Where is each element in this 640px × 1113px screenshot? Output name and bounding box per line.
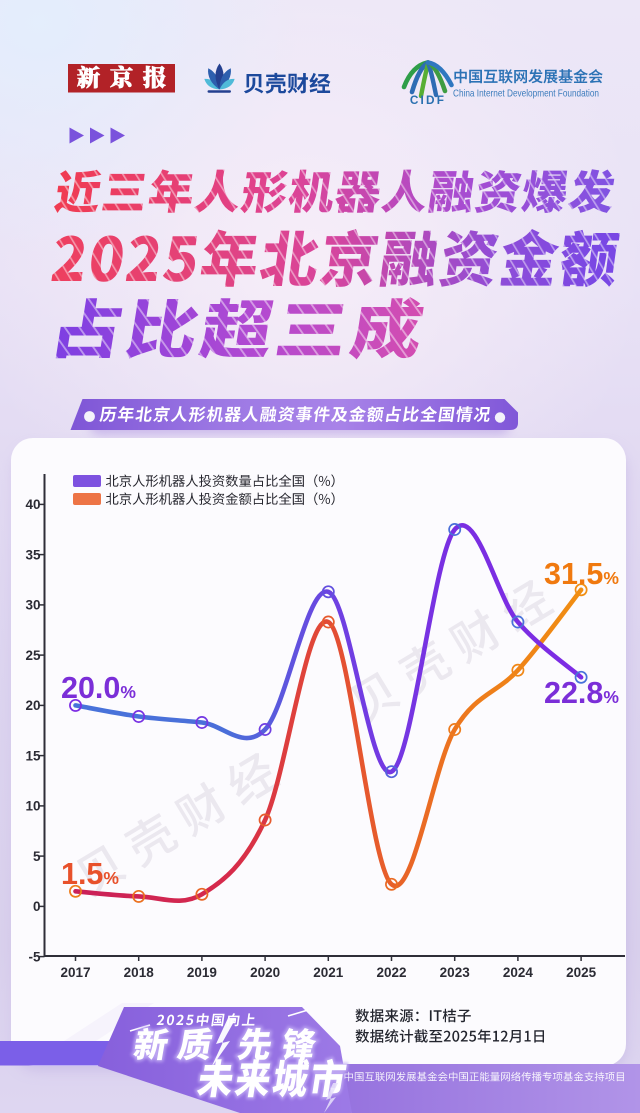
svg-text:10: 10 (25, 799, 40, 814)
svg-text:2023: 2023 (440, 965, 471, 980)
svg-text:2020: 2020 (250, 965, 280, 980)
svg-text:5: 5 (33, 849, 41, 864)
svg-text:2017: 2017 (60, 965, 90, 980)
svg-text:2025: 2025 (566, 965, 597, 980)
svg-text:25: 25 (25, 648, 41, 663)
svg-text:CIDF: CIDF (410, 93, 446, 107)
svg-text:35: 35 (25, 547, 41, 562)
svg-text:-5: -5 (28, 949, 40, 964)
svg-text:1.5%: 1.5% (61, 857, 119, 891)
svg-text:2022: 2022 (376, 965, 406, 980)
svg-text:2021: 2021 (313, 965, 344, 980)
svg-text:20.0%: 20.0% (61, 671, 136, 705)
svg-text:20: 20 (25, 698, 40, 713)
svg-text:China Internet Development Fou: China Internet Development Foundation (453, 89, 599, 100)
svg-text:15: 15 (25, 748, 41, 763)
svg-text:31.5%: 31.5% (544, 557, 619, 591)
svg-text:30: 30 (25, 598, 40, 613)
svg-text:0: 0 (33, 899, 41, 914)
svg-text:40: 40 (25, 497, 40, 512)
svg-text:2018: 2018 (124, 965, 155, 980)
svg-text:2019: 2019 (187, 965, 217, 980)
svg-text:2024: 2024 (503, 965, 534, 980)
